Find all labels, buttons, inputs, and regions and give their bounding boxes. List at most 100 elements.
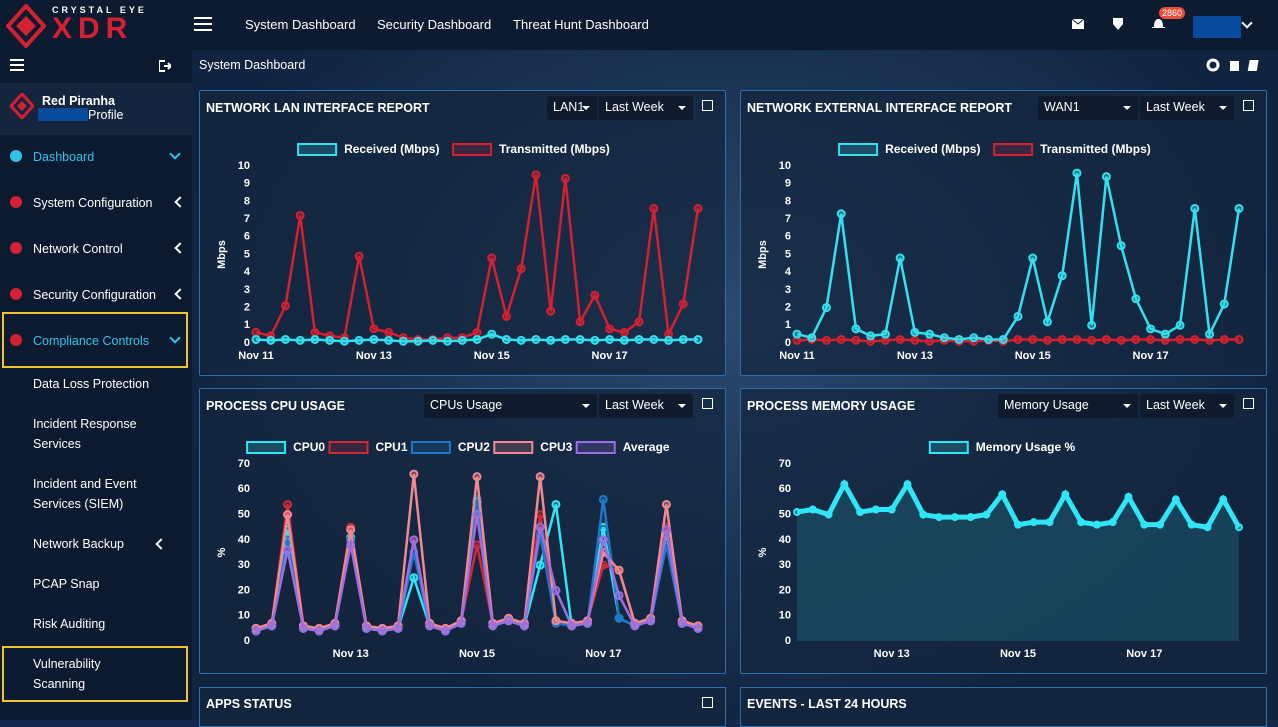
point [409, 535, 419, 545]
submenu-item[interactable]: PCAP Snap [33, 577, 100, 591]
user-dropdown[interactable] [1241, 17, 1253, 29]
y-tick-label: 10 [238, 610, 250, 622]
y-tick-label: 10 [779, 160, 791, 172]
point [693, 203, 703, 213]
point [346, 540, 356, 550]
x-tick-label: Nov 17 [1126, 648, 1162, 660]
user-redacted [38, 108, 88, 121]
external-link[interactable] [1243, 398, 1254, 409]
x-tick-label: Nov 15 [474, 350, 510, 362]
select[interactable]: Last Week [599, 394, 693, 418]
select[interactable]: Last Week [599, 96, 693, 120]
point [516, 264, 526, 274]
point [1101, 172, 1111, 182]
point [808, 505, 817, 514]
point [1187, 520, 1196, 529]
logout-icon[interactable] [159, 60, 171, 72]
sidebar-toggle[interactable] [10, 59, 24, 71]
select[interactable]: Memory Usage [998, 394, 1138, 418]
point [982, 510, 991, 519]
user-role: Profile [88, 108, 124, 122]
submenu-item[interactable]: Network Backup [33, 537, 125, 551]
legend-swatch [246, 441, 287, 454]
point [1014, 520, 1022, 529]
nav-link[interactable]: Threat Hunt Dashboard [513, 17, 649, 32]
legend-swatch [493, 441, 534, 454]
chart: 0 10 20 30 40 50 60 70% Nov 13 Nov 15 Nov 17 Memory… [757, 440, 1243, 660]
legend-swatch [993, 143, 1034, 156]
select[interactable]: Last Week [1140, 394, 1234, 418]
y-tick-label: 30 [779, 559, 791, 571]
panel-title: NETWORK EXTERNAL INTERFACE REPORT [747, 101, 1013, 115]
point [283, 545, 293, 555]
submenu-item[interactable]: Vulnerability Scanning [33, 657, 101, 691]
nav-link[interactable]: Security Dashboard [377, 17, 492, 32]
legend-label: Transmitted (Mbps) [499, 142, 610, 156]
select[interactable]: LAN1 [547, 96, 597, 120]
menu-chevron [174, 288, 186, 300]
submenu-item[interactable]: Risk Auditing [33, 617, 106, 631]
y-tick-label: 50 [779, 508, 791, 520]
select[interactable]: Last Week [1140, 96, 1234, 120]
external-link[interactable] [702, 398, 713, 409]
legend-label: Memory Usage % [976, 440, 1076, 454]
submenu-item[interactable]: Data Loss Protection [33, 377, 150, 391]
point [821, 335, 831, 345]
nav-link[interactable]: System Dashboard [245, 17, 356, 32]
point [1190, 334, 1200, 344]
panel-title: PROCESS CPU USAGE [206, 399, 345, 413]
point [630, 621, 640, 631]
point [1146, 334, 1156, 344]
point [1160, 329, 1170, 339]
page-tools[interactable] [1206, 58, 1262, 72]
point [560, 173, 570, 183]
x-tick-label: Nov 13 [333, 648, 369, 660]
point [1077, 518, 1086, 527]
point [856, 508, 865, 517]
y-tick-label: 7 [244, 213, 250, 225]
point [634, 317, 644, 327]
menu-toggle[interactable] [194, 16, 214, 32]
x-tick-label: Nov 15 [459, 648, 495, 660]
menu-item[interactable]: Network Control [33, 242, 123, 256]
point [516, 335, 526, 345]
submenu-item[interactable]: Incident and Event Services (SIEM) [33, 477, 137, 511]
legend-swatch [297, 143, 338, 156]
point [807, 333, 817, 343]
x-tick-label: Nov 15 [1000, 648, 1036, 660]
y-tick-label: 60 [238, 483, 250, 495]
point [339, 336, 349, 346]
external-link[interactable] [702, 697, 713, 708]
bell-icon[interactable] [1152, 17, 1165, 31]
point [1234, 334, 1244, 344]
point [267, 621, 277, 631]
point [895, 334, 905, 344]
panel: PROCESS MEMORY USAGE Memory Usage Last Wee… [740, 388, 1267, 674]
user-name: Red Piranha [42, 94, 115, 108]
point [1072, 334, 1082, 344]
submenu-item[interactable]: Incident Response Services [33, 417, 137, 451]
point [693, 334, 703, 344]
point [425, 621, 435, 631]
logo-icon [6, 4, 46, 48]
menu-item[interactable]: Dashboard [33, 150, 95, 164]
menu-item[interactable]: Security Configuration [33, 288, 156, 302]
point [1057, 334, 1067, 344]
y-tick-label: 8 [244, 195, 250, 207]
menu-item[interactable]: System Configuration [33, 196, 153, 210]
point [551, 585, 561, 595]
external-link[interactable] [1243, 100, 1254, 111]
external-link[interactable] [702, 100, 713, 111]
point [295, 335, 305, 345]
area [797, 484, 1239, 641]
point [871, 505, 880, 514]
point [280, 301, 290, 311]
shield-icon[interactable] [1113, 18, 1123, 30]
select[interactable]: WAN1 [1038, 96, 1138, 120]
point [649, 203, 659, 213]
mail-icon[interactable] [1072, 19, 1084, 29]
select[interactable]: CPUs Usage [424, 394, 597, 418]
user-menu[interactable] [1193, 16, 1241, 38]
menu-item[interactable]: Compliance Controls [33, 334, 150, 348]
panel: NETWORK EXTERNAL INTERFACE REPORT WAN1 Las… [740, 90, 1267, 376]
